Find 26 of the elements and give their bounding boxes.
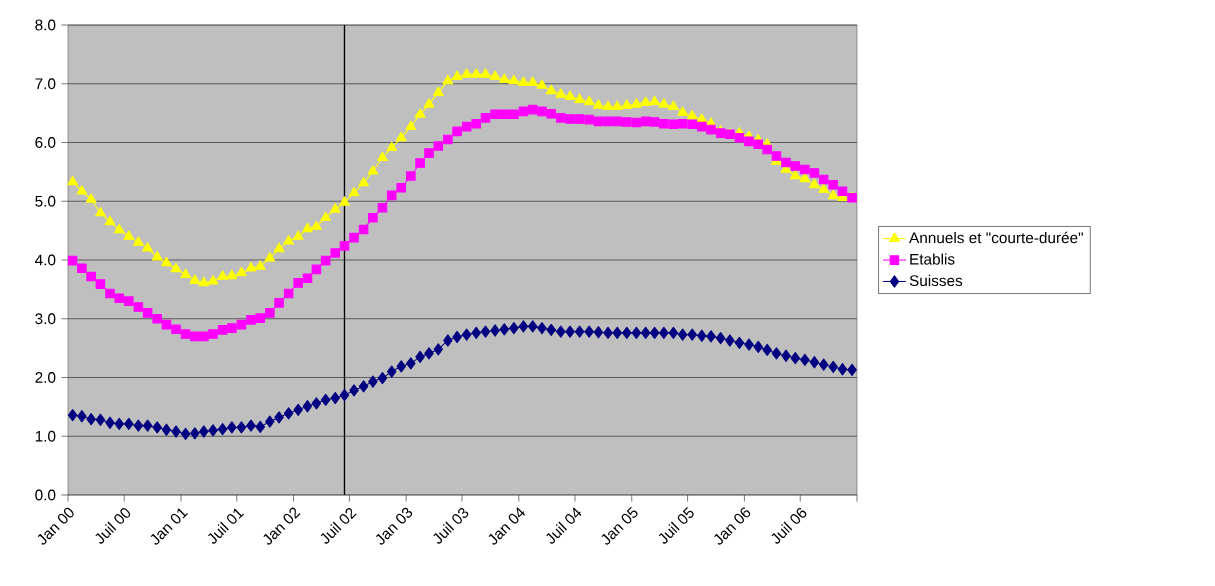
legend-label: Suisses: [909, 274, 963, 287]
x-tick-label: Juil 04: [546, 507, 582, 544]
y-tick-label: 3.0: [35, 313, 56, 325]
x-tick-label: Jan 05: [601, 506, 638, 545]
y-tick-label: 2.0: [35, 372, 56, 383]
y-tick-label: 7.0: [35, 78, 56, 90]
x-tick-label: Juil 00: [95, 508, 131, 544]
x-tick-label: Juil 05: [658, 507, 694, 544]
legend-label: Etablis: [910, 253, 955, 265]
x-tick-label: Juil 06: [771, 507, 807, 544]
x-tick-label: Juil 02: [320, 507, 357, 544]
x-tick-label: Jan 00: [37, 507, 74, 545]
x-tick-label: Jan 03: [375, 507, 413, 545]
y-tick-label: 1.0: [35, 430, 56, 442]
x-tick-label: Jan 01: [150, 508, 188, 545]
y-tick-label: 8.0: [35, 19, 56, 31]
y-tick-label: 4.0: [35, 254, 56, 266]
x-tick-label: Jan 04: [488, 507, 526, 545]
legend-label: Annuels et "courte-durée": [909, 231, 1083, 244]
y-tick-label: 5.0: [35, 195, 56, 207]
x-tick-label: Jan 06: [714, 507, 751, 545]
x-tick-label: Juil 03: [433, 507, 469, 544]
x-tick-label: Jan 02: [263, 507, 301, 545]
x-tick-label: Juil 01: [208, 508, 245, 544]
y-tick-label: 6.0: [35, 137, 56, 148]
y-tick-label: 0.0: [35, 489, 56, 501]
